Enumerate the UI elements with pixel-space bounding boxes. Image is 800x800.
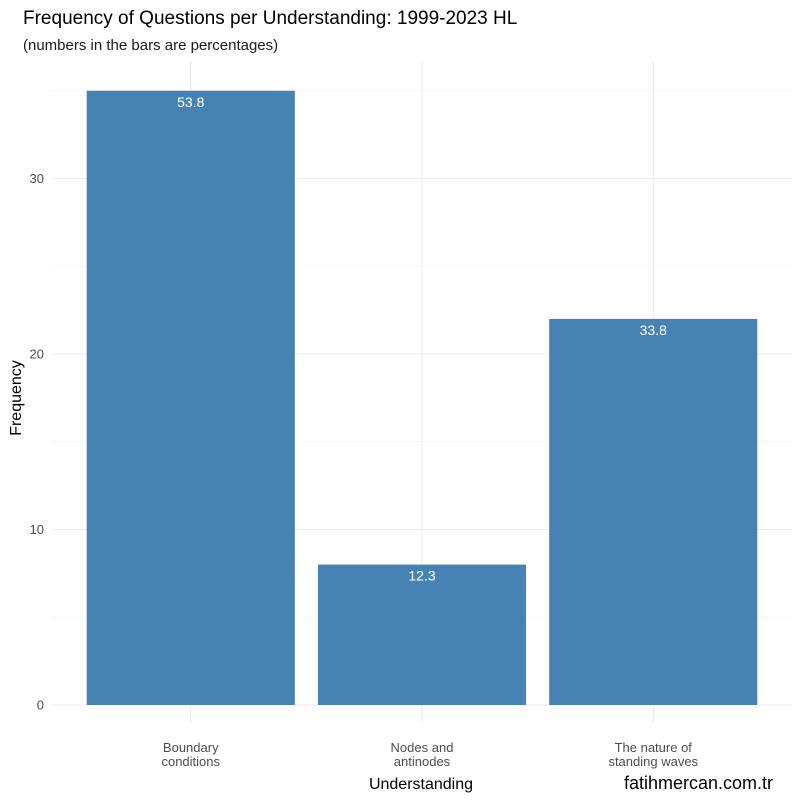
y-axis-title: Frequency — [8, 360, 25, 436]
bar-value-label: 12.3 — [408, 568, 435, 584]
chart-subtitle: (numbers in the bars are percentages) — [23, 37, 278, 54]
y-tick-label: 30 — [30, 171, 44, 186]
bar-value-label: 53.8 — [177, 94, 204, 110]
x-tick-label: Nodes and antinodes — [391, 740, 454, 769]
bars — [86, 90, 758, 705]
chart-title: Frequency of Questions per Understanding… — [23, 8, 517, 29]
y-tick-label: 0 — [37, 698, 44, 713]
x-tick-label: The nature of standing waves — [608, 740, 698, 769]
chart-caption: fatihmercan.com.tr — [624, 773, 773, 793]
bar-value-label: 33.8 — [640, 322, 667, 338]
bar — [86, 90, 295, 705]
y-tick-label: 10 — [30, 522, 44, 537]
y-axis-ticks: 0 10 20 30 — [30, 171, 44, 713]
y-tick-label: 20 — [30, 347, 44, 362]
bar — [317, 564, 527, 705]
bar-labels: 53.8 12.3 33.8 — [177, 94, 667, 584]
x-axis-ticks: Boundary conditions Nodes and antinodes The … — [161, 740, 698, 769]
x-axis-title: Understanding — [369, 776, 473, 793]
bar — [549, 318, 758, 705]
x-tick-label: Boundary conditions — [161, 740, 220, 769]
